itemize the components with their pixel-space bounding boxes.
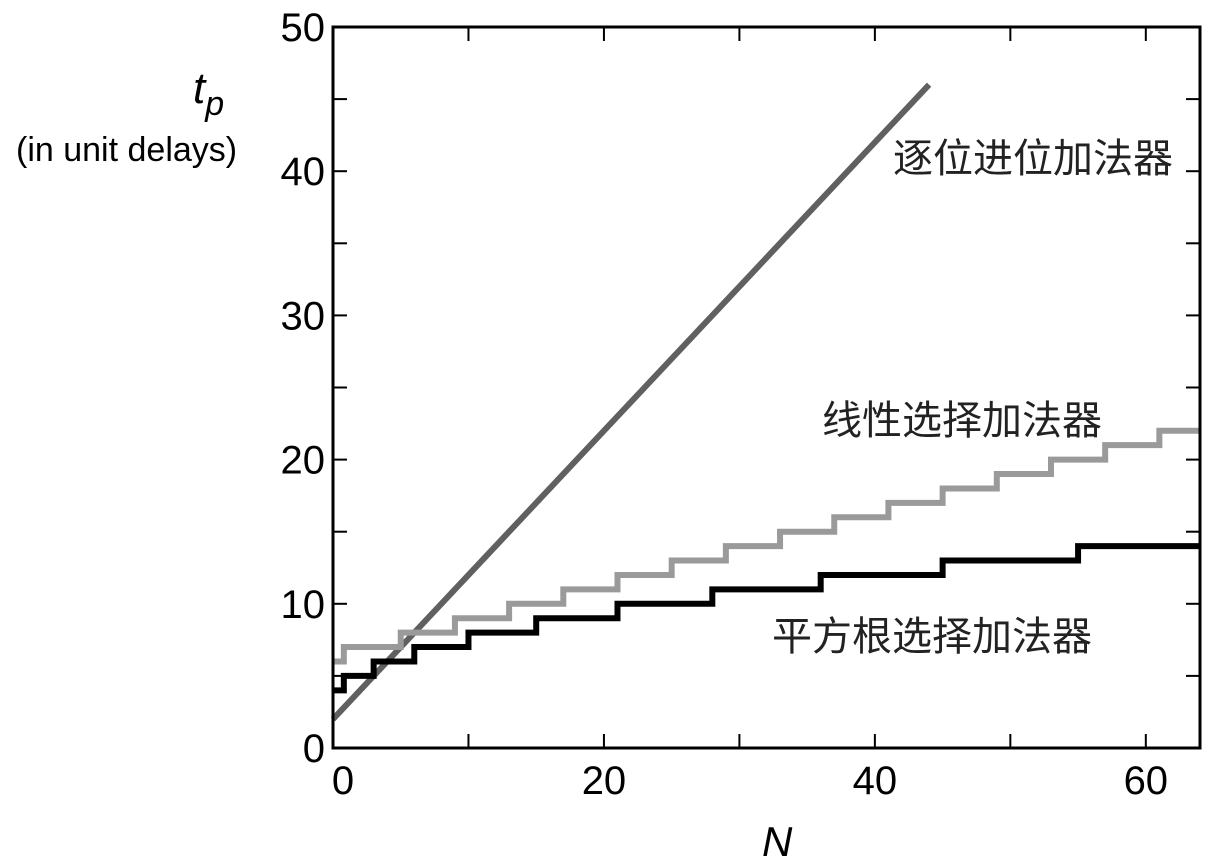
x-axis-label: N (762, 818, 793, 865)
y-tick-label: 10 (281, 583, 326, 627)
tick-labels: 0 20 40 60 0 10 20 30 40 50 (281, 6, 1169, 803)
x-tick-label: 40 (853, 759, 898, 803)
series-line-2 (333, 543, 1200, 694)
y-tick-label: 0 (303, 727, 325, 771)
y-axis-label: tp (193, 64, 224, 123)
x-tick-label: 60 (1124, 759, 1169, 803)
series-layer (330, 82, 1200, 722)
y-tick-label: 50 (281, 6, 326, 50)
y-tick-label: 20 (281, 439, 326, 483)
y-tick-label: 30 (281, 294, 326, 338)
series-label-sqrt-select: 平方根选择加法器 (772, 614, 1092, 660)
series-label-ripple-carry: 逐位进位加法器 (893, 136, 1173, 182)
series-line-0 (330, 82, 932, 722)
x-tick-label: 0 (332, 759, 354, 803)
series-line-1 (333, 427, 1200, 665)
series-label-linear-select: 线性选择加法器 (822, 398, 1102, 444)
y-axis-unit-note: (in unit delays) (16, 131, 237, 169)
axis-ticks (332, 26, 1200, 749)
y-tick-label: 40 (281, 150, 326, 194)
x-tick-label: 20 (582, 759, 627, 803)
